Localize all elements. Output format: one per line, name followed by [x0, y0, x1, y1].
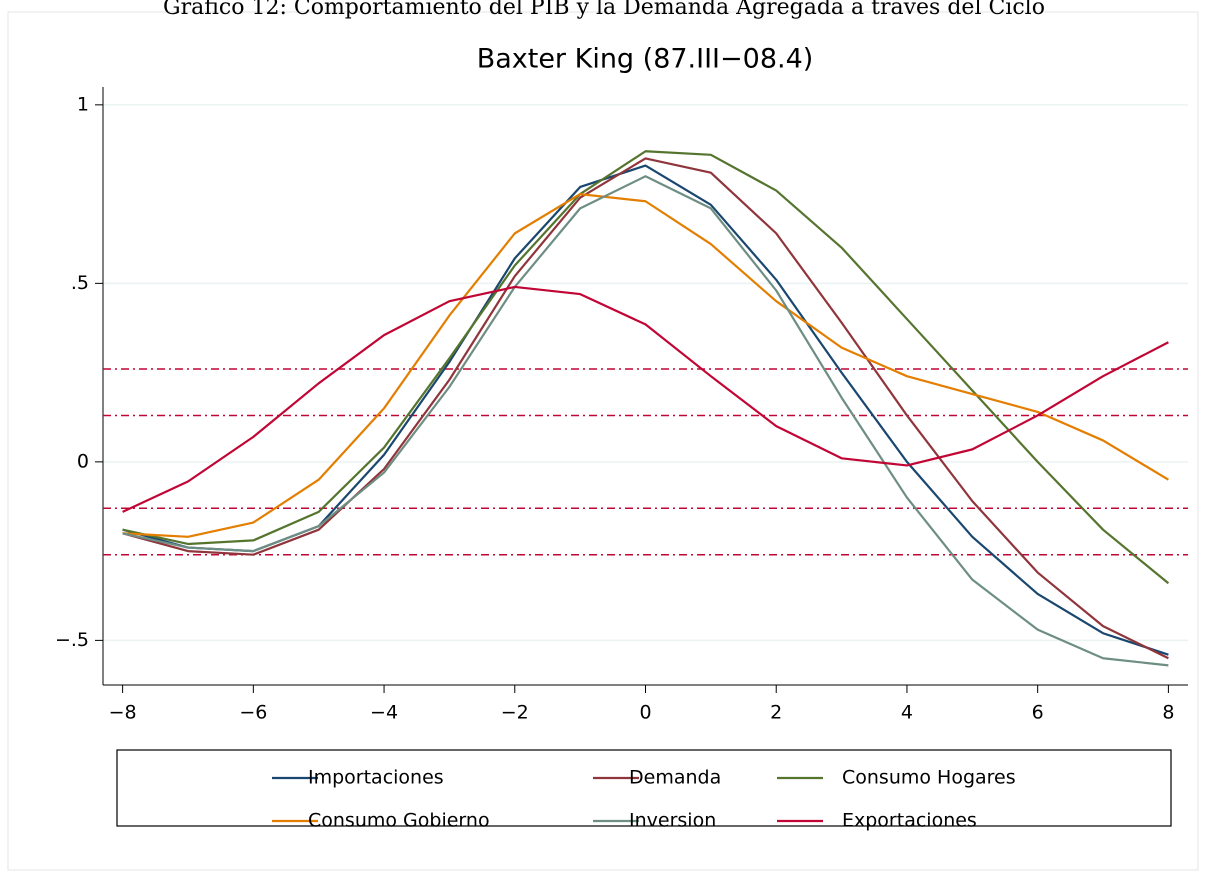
legend-label: Consumo Hogares	[842, 767, 1016, 789]
series-line	[122, 150, 1170, 585]
legend-label: Consumo Gobierno	[308, 810, 490, 832]
x-tick-label: −6	[239, 702, 267, 724]
x-tick-label: 2	[770, 702, 782, 724]
y-tick-label: .5	[71, 272, 89, 294]
x-tick-label: −2	[501, 702, 529, 724]
x-tick-label: −8	[109, 702, 137, 724]
caption: Gráfico 12: Comportamiento del PIB y la …	[163, 0, 1045, 20]
legend-label: Exportaciones	[842, 810, 977, 832]
chart-title: Baxter King (87.III−08.4)	[477, 44, 814, 75]
legend-label: Inversion	[629, 810, 716, 832]
series-line	[122, 157, 1169, 660]
y-tick-label: −.5	[55, 629, 89, 651]
legend-box	[116, 749, 1172, 827]
legend-label: Demanda	[629, 767, 721, 789]
legend-label: Importaciones	[308, 767, 444, 789]
series-line	[122, 193, 1169, 538]
x-tick-label: 8	[1162, 702, 1174, 724]
y-tick-label: 1	[77, 93, 89, 115]
x-tick-label: 4	[901, 702, 913, 724]
chart-frame	[7, 11, 1199, 871]
x-tick-label: 0	[639, 702, 651, 724]
x-tick-label: 6	[1032, 702, 1044, 724]
series-line	[122, 285, 1169, 513]
y-tick-label: 0	[77, 450, 89, 472]
x-tick-label: −4	[370, 702, 398, 724]
series-line	[122, 175, 1169, 667]
